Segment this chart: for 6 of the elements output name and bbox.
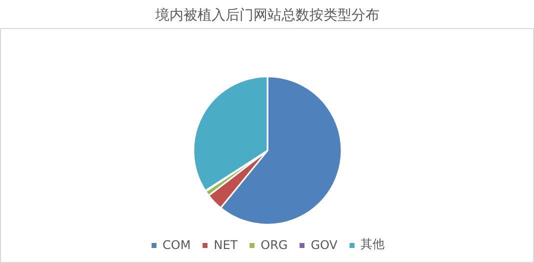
legend-label: GOV: [310, 238, 338, 252]
legend-label: ORG: [260, 238, 288, 252]
chart-title: 境内被植入后门网站总数按类型分布: [154, 8, 380, 24]
legend-label: COM: [162, 238, 191, 252]
legend-label: 其他: [360, 236, 384, 253]
legend-label: NET: [214, 238, 238, 252]
